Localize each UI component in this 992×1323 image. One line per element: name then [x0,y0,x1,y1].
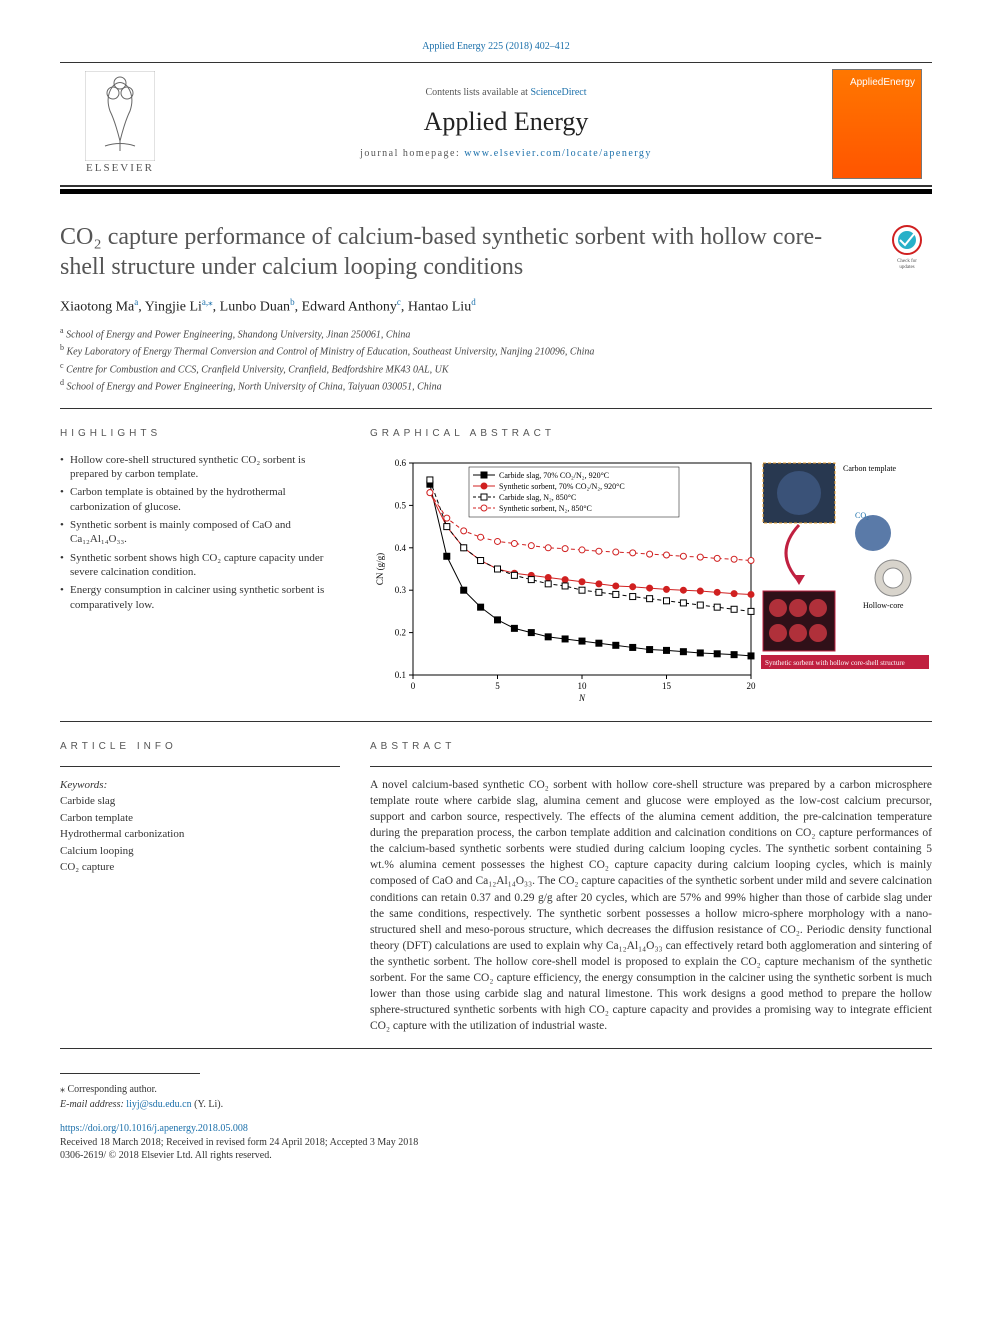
svg-text:10: 10 [578,681,588,691]
email-line: E-mail address: liyj@sdu.edu.cn (Y. Li). [60,1097,932,1112]
affiliation-d: d School of Energy and Power Engineering… [60,377,932,394]
keyword-item: Carbide slag [60,793,340,810]
svg-text:Carbide slag, N₂, 850°C: Carbide slag, N₂, 850°C [499,493,576,502]
svg-text:Check for: Check for [897,259,917,264]
svg-text:0.2: 0.2 [395,627,406,637]
abstract-heading: ABSTRACT [370,740,932,754]
contents-prefix: Contents lists available at [425,87,530,98]
author-5: Hantao Liu [408,299,471,314]
keywords-label: Keywords: [60,777,340,794]
keyword-item: Calcium looping [60,843,340,860]
author-5-aff[interactable]: d [471,297,476,307]
svg-text:0.3: 0.3 [395,585,407,595]
highlight-item: Carbon template is obtained by the hydro… [60,485,340,514]
keyword-item: Carbon template [60,810,340,827]
svg-text:updates: updates [899,265,914,270]
affiliations: a School of Energy and Power Engineering… [60,325,932,394]
highlight-item: Synthetic sorbent is mainly composed of … [60,518,340,547]
svg-text:Synthetic sorbent, 70% CO₂/N₂,: Synthetic sorbent, 70% CO₂/N₂, 920°C [499,482,625,491]
affiliation-c-text: Centre for Combustion and CCS, Cranfield… [66,364,449,375]
svg-text:0: 0 [411,681,416,691]
author-3-aff[interactable]: b [290,297,295,307]
affiliation-d-text: School of Energy and Power Engineering, … [67,381,442,392]
keyword-item: CO₂ capture [60,859,340,876]
thick-rule [60,189,932,194]
author-1: Xiaotong Ma [60,299,134,314]
affiliation-a-text: School of Energy and Power Engineering, … [66,329,410,340]
svg-text:0.5: 0.5 [395,500,407,510]
author-4-aff[interactable]: c [397,297,401,307]
graphical-abstract-heading: GRAPHICAL ABSTRACT [370,427,932,441]
svg-text:15: 15 [662,681,672,691]
email-label: E-mail address: [60,1099,126,1110]
svg-text:CO₂: CO₂ [855,511,869,520]
highlight-item: Synthetic sorbent shows high CO₂ capture… [60,551,340,580]
svg-text:Carbon template: Carbon template [843,464,897,473]
capture-capacity-chart: 0.1 0.2 0.3 0.4 0.5 0.6 0 5 10 15 20 N CN (g/g) Carbi… [370,453,932,703]
article-title: CO₂ capture performance of calcium-based… [60,222,862,282]
divider [370,766,932,767]
publisher-block: ELSEVIER [60,71,180,176]
authors-list: Xiaotong Maa, Yingjie Lia,⁎, Lunbo Duanb… [60,296,932,318]
email-link[interactable]: liyj@sdu.edu.cn [126,1099,191,1110]
divider [60,766,340,767]
svg-text:20: 20 [747,681,757,691]
svg-text:0.6: 0.6 [395,458,407,468]
journal-title: Applied Energy [180,104,832,139]
email-suffix: (Y. Li). [192,1099,223,1110]
article-info-heading: ARTICLE INFO [60,740,340,754]
highlight-item: Hollow core-shell structured synthetic C… [60,453,340,482]
author-3: Lunbo Duan [220,299,290,314]
corresponding-author: ⁎ Corresponding author. E-mail address: … [60,1082,932,1112]
journal-cover: AppliedEnergy [832,69,922,179]
author-2: Yingjie Li [145,299,202,314]
svg-text:0.1: 0.1 [395,670,406,680]
affiliation-c: c Centre for Combustion and CCS, Cranfie… [60,360,932,377]
homepage-prefix: journal homepage: [360,148,464,159]
svg-text:Hollow-core: Hollow-core [863,601,904,610]
footnote-rule [60,1073,200,1074]
highlights-list: Hollow core-shell structured synthetic C… [60,453,340,612]
citation-link[interactable]: Applied Energy 225 (2018) 402–412 [60,40,932,54]
publisher-name: ELSEVIER [86,161,154,176]
highlight-item: Energy consumption in calciner using syn… [60,583,340,612]
doi-link[interactable]: https://doi.org/10.1016/j.apenergy.2018.… [60,1122,932,1136]
svg-text:CN (g/g): CN (g/g) [375,553,385,585]
divider [60,1048,932,1049]
check-updates-badge[interactable]: Check for updates [882,222,932,272]
sciencedirect-link[interactable]: ScienceDirect [530,87,586,98]
affiliation-b-text: Key Laboratory of Energy Thermal Convers… [67,347,595,358]
svg-text:Carbide slag, 70% CO₂/N₂, 920°: Carbide slag, 70% CO₂/N₂, 920°C [499,471,609,480]
corr-label: ⁎ Corresponding author. [60,1082,932,1097]
elsevier-tree-icon [85,71,155,161]
journal-cover-title: AppliedEnergy [850,76,915,90]
abstract-text: A novel calcium-based synthetic CO₂ sorb… [370,777,932,1035]
svg-text:Synthetic sorbent with hollow: Synthetic sorbent with hollow core-shell… [765,659,905,667]
author-2-corr[interactable]: ⁎ [208,297,213,307]
affiliation-a: a School of Energy and Power Engineering… [60,325,932,342]
author-1-aff[interactable]: a [134,297,138,307]
highlights-heading: HIGHLIGHTS [60,427,340,441]
svg-text:Synthetic sorbent, N₂, 850°C: Synthetic sorbent, N₂, 850°C [499,504,592,513]
affiliation-b: b Key Laboratory of Energy Thermal Conve… [60,342,932,359]
journal-header: ELSEVIER Contents lists available at Sci… [60,62,932,187]
svg-text:5: 5 [495,681,500,691]
author-4: Edward Anthony [302,299,397,314]
keywords-block: Keywords: Carbide slag Carbon template H… [60,777,340,876]
copyright-line: 0306-2619/ © 2018 Elsevier Ltd. All righ… [60,1149,932,1163]
svg-text:0.4: 0.4 [395,543,407,553]
journal-cover-block: AppliedEnergy [832,69,932,179]
svg-text:N: N [578,693,586,703]
homepage-link[interactable]: www.elsevier.com/locate/apenergy [464,148,652,159]
keyword-item: Hydrothermal carbonization [60,826,340,843]
graphical-abstract: 0.1 0.2 0.3 0.4 0.5 0.6 0 5 10 15 20 N CN (g/g) Carbi… [370,453,932,708]
contents-line: Contents lists available at ScienceDirec… [180,86,832,100]
received-line: Received 18 March 2018; Received in revi… [60,1136,932,1150]
journal-homepage: journal homepage: www.elsevier.com/locat… [180,147,832,161]
journal-title-block: Contents lists available at ScienceDirec… [180,86,832,160]
